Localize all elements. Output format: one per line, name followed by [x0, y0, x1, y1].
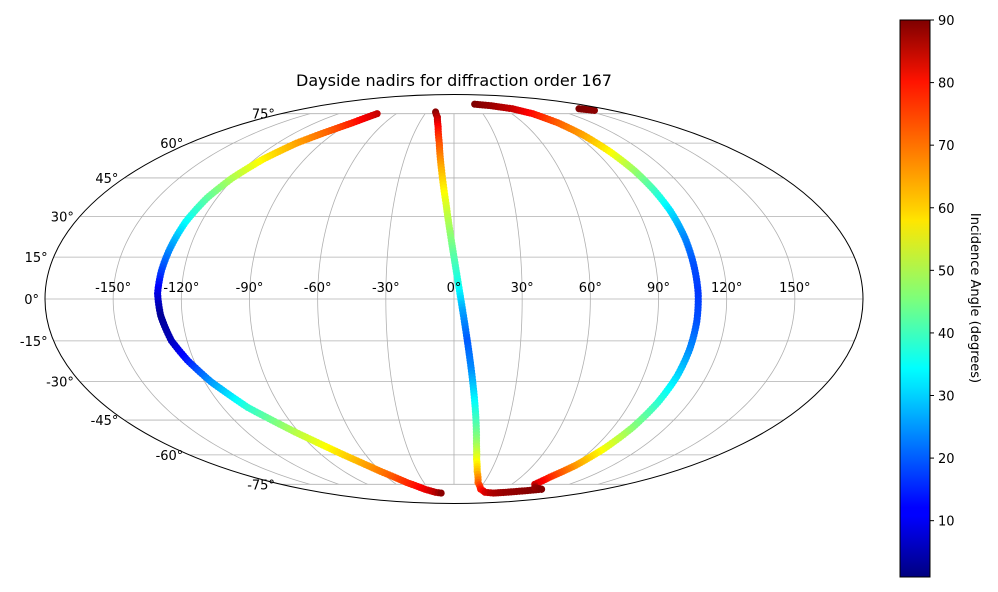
longitude-tick-label: 30°: [511, 281, 534, 296]
latitude-tick-label: 75°: [252, 108, 275, 123]
colorbar-tick-label: 50: [938, 264, 955, 279]
longitude-tick-labels: -150° -120° -90° -60° -30° 0° 30° 60° 90° 120° 150…: [95, 281, 810, 296]
colorbar-ticks: 10 20 30 40 50 60 70 80 90: [930, 14, 955, 530]
map-boundary: [44, 94, 864, 504]
meridian-line: [569, 113, 728, 485]
longitude-tick-label: 90°: [647, 281, 670, 296]
longitude-tick-label: 120°: [711, 281, 742, 296]
data-point: [590, 106, 598, 114]
colorbar-tick-label: 10: [938, 515, 955, 530]
meridian-line: [598, 113, 796, 485]
latitude-tick-labels: -75° -60° -45° -30° -15° 0° 15° 30° 45° 60° 75°: [20, 108, 275, 494]
meridian-line: [385, 113, 426, 485]
longitude-tick-label: 0°: [447, 281, 462, 296]
chart-title: Dayside nadirs for diffraction order 167: [296, 71, 612, 90]
latitude-tick-label: -45°: [91, 414, 119, 429]
colorbar-tick-label: 90: [938, 14, 955, 29]
longitude-tick-label: -90°: [236, 281, 264, 296]
data-point: [537, 485, 546, 493]
latitude-tick-label: -30°: [46, 376, 74, 391]
longitude-tick-label: -60°: [304, 281, 332, 296]
longitude-tick-label: 60°: [579, 281, 602, 296]
latitude-tick-label: 15°: [25, 251, 48, 266]
latitude-tick-label: -15°: [20, 335, 48, 350]
longitude-tick-label: -30°: [372, 281, 400, 296]
colorbar-tick-label: 60: [938, 202, 955, 217]
meridian-line: [317, 113, 397, 485]
graticule-grid: [45, 113, 863, 485]
longitude-tick-label: -120°: [163, 281, 199, 296]
colorbar: [899, 19, 931, 578]
meridian-line: [112, 113, 310, 485]
colorbar-tick-label: 20: [938, 452, 955, 467]
meridian-line: [482, 113, 523, 485]
latitude-tick-label: 60°: [160, 137, 183, 152]
latitude-tick-label: 0°: [24, 293, 39, 308]
meridian-line: [540, 113, 659, 485]
colorbar-tick-label: 70: [938, 139, 955, 154]
colorbar-label: Incidence Angle (degrees): [967, 213, 982, 383]
latitude-tick-label: -60°: [156, 449, 184, 464]
colorbar-tick-label: 30: [938, 390, 955, 405]
latitude-tick-label: 30°: [51, 210, 74, 225]
latitude-tick-label: -75°: [247, 478, 275, 493]
latitude-tick-label: 45°: [95, 172, 118, 187]
scatter-points: [153, 100, 702, 497]
colorbar-tick-label: 40: [938, 327, 955, 342]
longitude-tick-label: 150°: [779, 281, 810, 296]
data-point: [437, 489, 445, 497]
longitude-tick-label: -150°: [95, 281, 131, 296]
meridian-line: [511, 113, 591, 485]
colorbar-tick-label: 80: [938, 77, 955, 92]
